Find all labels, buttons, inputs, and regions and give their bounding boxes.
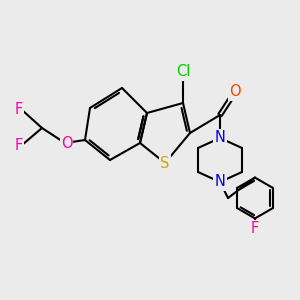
Text: S: S — [160, 155, 170, 170]
Text: N: N — [214, 175, 225, 190]
Text: Cl: Cl — [176, 64, 190, 80]
Text: F: F — [15, 137, 23, 152]
Text: F: F — [251, 221, 259, 236]
Text: F: F — [15, 103, 23, 118]
Text: O: O — [229, 85, 241, 100]
Text: O: O — [61, 136, 72, 151]
Text: N: N — [214, 130, 225, 146]
